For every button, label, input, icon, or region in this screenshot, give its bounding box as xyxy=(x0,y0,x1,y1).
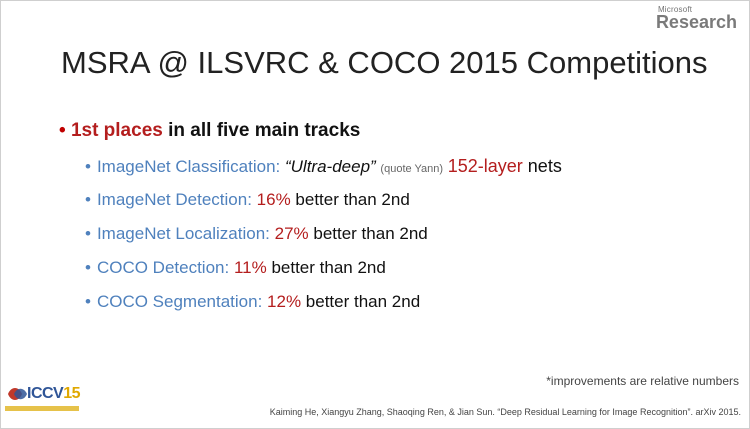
track-rest: better than 2nd xyxy=(308,224,428,243)
track-label: ImageNet Detection: xyxy=(96,190,257,209)
iccv-logo: ICCV15 xyxy=(5,384,81,418)
track-label: ImageNet Classification: xyxy=(96,157,285,176)
microsoft-research-logo: Microsoft Research xyxy=(655,5,737,32)
track-rest: nets xyxy=(522,156,562,176)
citation: Kaiming He, Xiangyu Zhang, Shaoqing Ren,… xyxy=(269,407,741,417)
tracks-list: • ImageNet Classification: “Ultra-deep” (… xyxy=(85,155,562,325)
track-stat: 16% xyxy=(256,190,291,209)
main-bullet: • 1st places in all five main tracks xyxy=(59,120,360,142)
track-stat: 27% xyxy=(274,224,309,243)
main-bullet-highlight: 1st places xyxy=(70,120,163,141)
track-quote: “Ultra-deep” xyxy=(284,157,376,176)
track-label: ImageNet Localization: xyxy=(96,224,275,243)
track-note: (quote Yann) xyxy=(380,163,444,175)
track-label: COCO Segmentation: xyxy=(96,292,268,311)
iccv-wordmark: ICCV15 xyxy=(27,385,81,403)
bullet-dot: • xyxy=(85,157,91,176)
list-item: • ImageNet Classification: “Ultra-deep” (… xyxy=(85,155,562,189)
bullet-dot: • xyxy=(85,258,91,277)
iccv-year: 15 xyxy=(63,385,81,402)
track-label: COCO Detection: xyxy=(96,258,234,277)
list-item: • COCO Detection: 11% better than 2nd xyxy=(85,257,562,291)
footnote: *improvements are relative numbers xyxy=(546,374,739,388)
track-rest: better than 2nd xyxy=(301,292,421,311)
iccv-label: ICCV xyxy=(27,385,64,402)
iccv-banner xyxy=(5,406,79,411)
track-rest: better than 2nd xyxy=(290,190,410,209)
track-stat: 11% xyxy=(233,258,267,277)
track-stat: 152-layer xyxy=(447,156,523,176)
bullet-dot: • xyxy=(59,120,66,141)
track-stat: 12% xyxy=(267,292,302,311)
main-bullet-text: in all five main tracks xyxy=(162,120,361,141)
research-label: Research xyxy=(655,12,737,32)
bullet-dot: • xyxy=(85,190,91,209)
microsoft-label: Microsoft xyxy=(657,5,693,14)
bullet-dot: • xyxy=(85,224,91,243)
list-item: • COCO Segmentation: 12% better than 2nd xyxy=(85,291,562,325)
list-item: • ImageNet Localization: 27% better than … xyxy=(85,223,562,257)
list-item: • ImageNet Detection: 16% better than 2nd xyxy=(85,189,562,223)
bullet-dot: • xyxy=(85,292,91,311)
slide-title: MSRA @ ILSVRC & COCO 2015 Competitions xyxy=(61,45,708,80)
iccv-emblem-icon xyxy=(8,388,27,400)
track-rest: better than 2nd xyxy=(266,258,386,277)
